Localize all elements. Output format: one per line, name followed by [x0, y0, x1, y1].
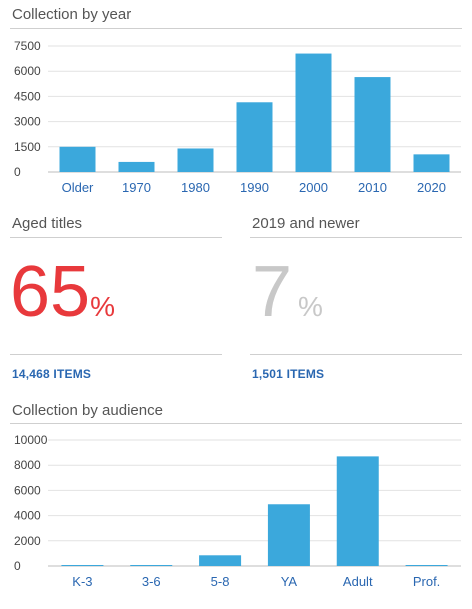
audience-y-tick-label: 10000 — [14, 433, 48, 447]
year-y-tick-label: 6000 — [14, 64, 41, 78]
newer-title-rule — [250, 237, 462, 238]
newer-titles-value: 7 — [252, 252, 293, 332]
aged-titles-percent: 65% — [10, 256, 115, 328]
year-bar-older[interactable] — [59, 146, 96, 172]
audience-y-tick-label: 6000 — [14, 483, 41, 497]
year-y-tick-label: 0 — [14, 165, 21, 179]
year-bar-1980[interactable] — [177, 148, 214, 172]
newer-titles-unit: % — [298, 291, 323, 322]
aged-titles-items-link[interactable]: 14,468 ITEMS — [12, 367, 92, 381]
audience-bar-prof[interactable] — [405, 565, 448, 566]
aged-titles-unit: % — [90, 291, 115, 322]
audience-y-tick-label: 0 — [14, 559, 21, 573]
audience-chart-title: Collection by audience — [12, 402, 163, 419]
aged-title-rule — [10, 237, 222, 238]
audience-category-label: K-3 — [72, 574, 92, 589]
audience-y-tick-label: 2000 — [14, 534, 41, 548]
year-category-label: Older — [62, 180, 94, 195]
year-chart-title: Collection by year — [12, 6, 132, 23]
newer-bottom-rule — [250, 354, 462, 355]
year-bar-2000[interactable] — [295, 53, 332, 173]
audience-category-label: Adult — [343, 574, 373, 589]
year-category-label: 2020 — [417, 180, 446, 195]
audience-bar-adult[interactable] — [336, 456, 379, 566]
audience-y-tick-label: 8000 — [14, 458, 41, 472]
aged-titles-value: 65 — [10, 252, 91, 332]
year-bar-1970[interactable] — [118, 161, 155, 172]
audience-bar-58[interactable] — [199, 555, 242, 566]
audience-category-label: 3-6 — [142, 574, 161, 589]
newer-titles-items-link[interactable]: 1,501 ITEMS — [252, 367, 325, 381]
audience-y-tick-label: 4000 — [14, 509, 41, 523]
aged-titles-heading: Aged titles — [12, 215, 83, 232]
year-y-tick-label: 1500 — [14, 140, 41, 154]
aged-bottom-rule — [10, 354, 222, 355]
year-category-label: 2010 — [358, 180, 387, 195]
year-y-tick-label: 7500 — [14, 39, 41, 53]
year-category-label: 1980 — [181, 180, 210, 195]
audience-bar-ya[interactable] — [267, 504, 310, 566]
year-category-label: 2000 — [299, 180, 328, 195]
audience-category-label: YA — [281, 574, 298, 589]
year-title-rule — [10, 28, 462, 29]
newer-titles-heading: 2019 and newer — [252, 215, 360, 232]
year-bar-2020[interactable] — [413, 154, 450, 172]
year-bar-1990[interactable] — [236, 102, 273, 172]
audience-category-label: 5-8 — [211, 574, 230, 589]
year-y-tick-label: 4500 — [14, 89, 41, 103]
year-bar-2010[interactable] — [354, 77, 391, 172]
audience-title-rule — [10, 423, 462, 424]
audience-bar-36[interactable] — [130, 565, 173, 566]
audience-category-label: Prof. — [413, 574, 440, 589]
year-bar-chart: 0 1500 3000 4500 6000 7500 Older 1970 1980 1990 20… — [14, 39, 461, 195]
year-category-label: 1990 — [240, 180, 269, 195]
year-y-tick-label: 3000 — [14, 115, 41, 129]
newer-titles-percent: 7% — [252, 256, 323, 328]
audience-bar-k3[interactable] — [61, 565, 104, 566]
year-category-label: 1970 — [122, 180, 151, 195]
